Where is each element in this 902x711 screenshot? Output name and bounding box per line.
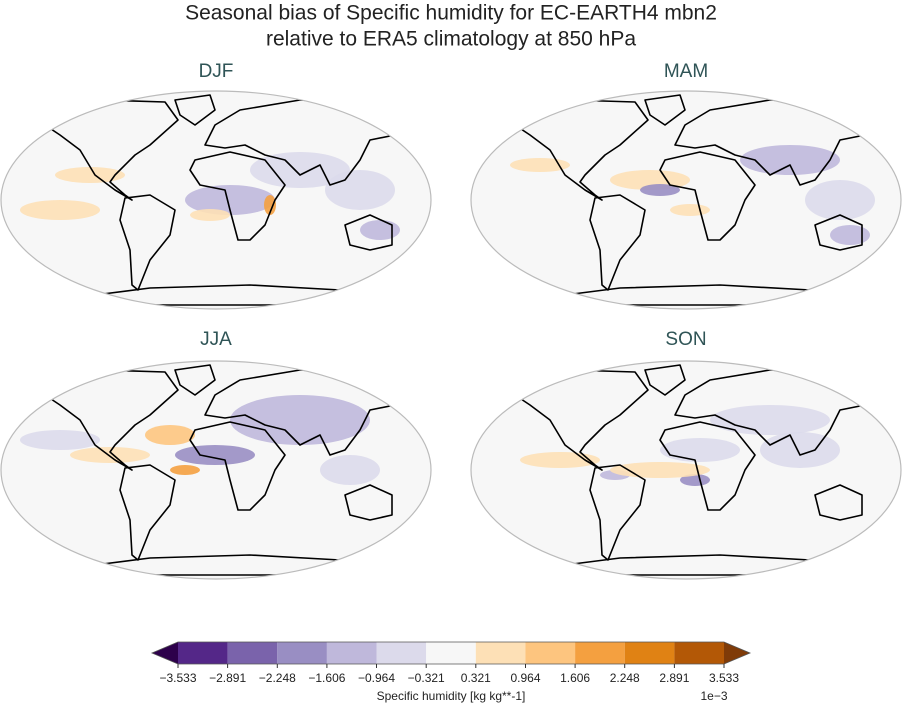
anomaly-region bbox=[610, 462, 710, 478]
colorbar-tick-label: 2.248 bbox=[610, 671, 640, 685]
map-panel bbox=[0, 360, 432, 580]
anomaly-field bbox=[20, 364, 411, 576]
anomaly-region bbox=[55, 167, 125, 183]
anomaly-region bbox=[175, 445, 255, 465]
map-panel bbox=[0, 90, 432, 310]
colorbar-segment bbox=[227, 642, 278, 664]
colorbar-tick-label: 0.964 bbox=[510, 671, 540, 685]
colorbar-tick-label: −1.606 bbox=[308, 671, 345, 685]
anomaly-region bbox=[660, 438, 740, 462]
anomaly-region bbox=[830, 225, 870, 245]
anomaly-region bbox=[670, 204, 710, 216]
panel-title: JJA bbox=[200, 329, 232, 350]
colorbar-segment bbox=[426, 642, 476, 664]
anomaly-region bbox=[760, 432, 840, 468]
colorbar-tick-label: −2.891 bbox=[209, 671, 246, 685]
panel-title: SON bbox=[665, 329, 706, 350]
colorbar-offset: 1e−3 bbox=[700, 689, 727, 703]
map-panel bbox=[470, 90, 902, 310]
colorbar-tick-label: 2.891 bbox=[659, 671, 689, 685]
colorbar-label: Specific humidity [kg kg**-1] bbox=[377, 689, 526, 703]
anomaly-region bbox=[20, 430, 100, 450]
anomaly-region bbox=[20, 200, 100, 220]
map-frame bbox=[470, 90, 902, 310]
anomaly-field bbox=[514, 364, 881, 576]
anomaly-region bbox=[145, 425, 195, 445]
colorbar-tick-label: −3.533 bbox=[159, 671, 196, 685]
anomaly-region bbox=[360, 220, 400, 240]
colorbar-segment bbox=[277, 642, 327, 664]
anomaly-region bbox=[264, 195, 276, 215]
map-panel bbox=[470, 360, 902, 580]
colorbar-segment bbox=[475, 642, 526, 664]
colorbar-segment bbox=[674, 642, 724, 664]
colorbar-segment bbox=[525, 642, 576, 664]
anomaly-region bbox=[230, 395, 370, 445]
colorbar-segment bbox=[624, 642, 675, 664]
anomaly-region bbox=[805, 180, 875, 220]
colorbar-tick-label: −0.321 bbox=[408, 671, 445, 685]
anomaly-region bbox=[325, 170, 395, 210]
colorbar-tick-label: 0.321 bbox=[461, 671, 491, 685]
colorbar-tick-label: 1.606 bbox=[560, 671, 590, 685]
anomaly-field bbox=[510, 94, 881, 306]
anomaly-region bbox=[250, 152, 350, 188]
colorbar-segment bbox=[376, 642, 427, 664]
anomaly-region bbox=[510, 158, 570, 172]
figure-title: relative to ERA5 climatology at 850 hPa bbox=[266, 28, 636, 51]
anomaly-region bbox=[740, 145, 840, 175]
colorbar-tick-label: 3.533 bbox=[709, 671, 739, 685]
map-frame bbox=[0, 360, 432, 580]
anomaly-region bbox=[320, 455, 380, 485]
anomaly-region bbox=[185, 185, 275, 215]
colorbar-tick-label: −0.964 bbox=[358, 671, 395, 685]
colorbar-extend-low bbox=[152, 642, 178, 664]
anomaly-region bbox=[70, 447, 150, 463]
anomaly-field bbox=[20, 94, 411, 306]
anomaly-region bbox=[640, 184, 680, 196]
map-frame bbox=[0, 90, 432, 310]
figure-title: Seasonal bias of Specific humidity for E… bbox=[185, 2, 717, 25]
anomaly-region bbox=[680, 474, 710, 486]
panel-title: MAM bbox=[664, 61, 708, 82]
colorbar-segment bbox=[575, 642, 625, 664]
anomaly-region bbox=[520, 452, 600, 468]
colorbar-extend-high bbox=[724, 642, 750, 664]
colorbar-segment bbox=[178, 642, 228, 664]
anomaly-region bbox=[710, 405, 830, 435]
panel-title: DJF bbox=[199, 61, 234, 82]
colorbar-tick-label: −2.248 bbox=[259, 671, 296, 685]
anomaly-region bbox=[190, 209, 230, 221]
map-frame bbox=[470, 360, 902, 580]
anomaly-region bbox=[170, 465, 200, 475]
colorbar-segment bbox=[326, 642, 377, 664]
